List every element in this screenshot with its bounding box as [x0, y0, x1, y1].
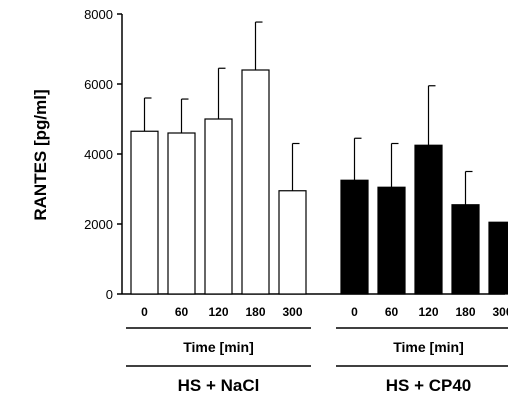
y-tick-label: 6000: [84, 77, 113, 92]
group-time-label: Time [min]: [183, 339, 254, 355]
group-time-label: Time [min]: [393, 339, 464, 355]
bar: [488, 221, 508, 295]
category-label: 300: [282, 305, 302, 319]
category-label: 0: [141, 305, 148, 319]
category-labels: 0 60 120 180 300 0 60 120 180 300: [141, 305, 508, 319]
bar: [451, 204, 480, 295]
y-tick-label: 2000: [84, 217, 113, 232]
bar: [204, 118, 233, 295]
group-name-label: HS + CP40: [386, 376, 472, 395]
bar: [130, 130, 159, 295]
category-label: 120: [418, 305, 438, 319]
category-label: 120: [208, 305, 228, 319]
error-bars: [143, 21, 473, 205]
y-tick-label: 8000: [84, 7, 113, 22]
category-label: 180: [455, 305, 475, 319]
bar: [414, 144, 443, 295]
category-label: 180: [245, 305, 265, 319]
bar: [241, 69, 270, 295]
bar: [377, 186, 406, 295]
category-label: 60: [175, 305, 189, 319]
y-axis-label: RANTES [pg/ml]: [31, 89, 50, 220]
bar: [167, 132, 196, 295]
category-label: 0: [351, 305, 358, 319]
group-labels: Time [min] HS + NaCl Time [min] HS + CP40: [126, 327, 508, 395]
bars: [130, 69, 508, 295]
y-tick-label: 4000: [84, 147, 113, 162]
bar: [278, 190, 307, 295]
y-ticks: 0 2000 4000 6000 8000: [84, 7, 122, 302]
group-name-label: HS + NaCl: [178, 376, 260, 395]
category-label: 300: [492, 305, 508, 319]
category-label: 60: [385, 305, 399, 319]
y-tick-label: 0: [106, 287, 113, 302]
bar: [340, 179, 369, 295]
